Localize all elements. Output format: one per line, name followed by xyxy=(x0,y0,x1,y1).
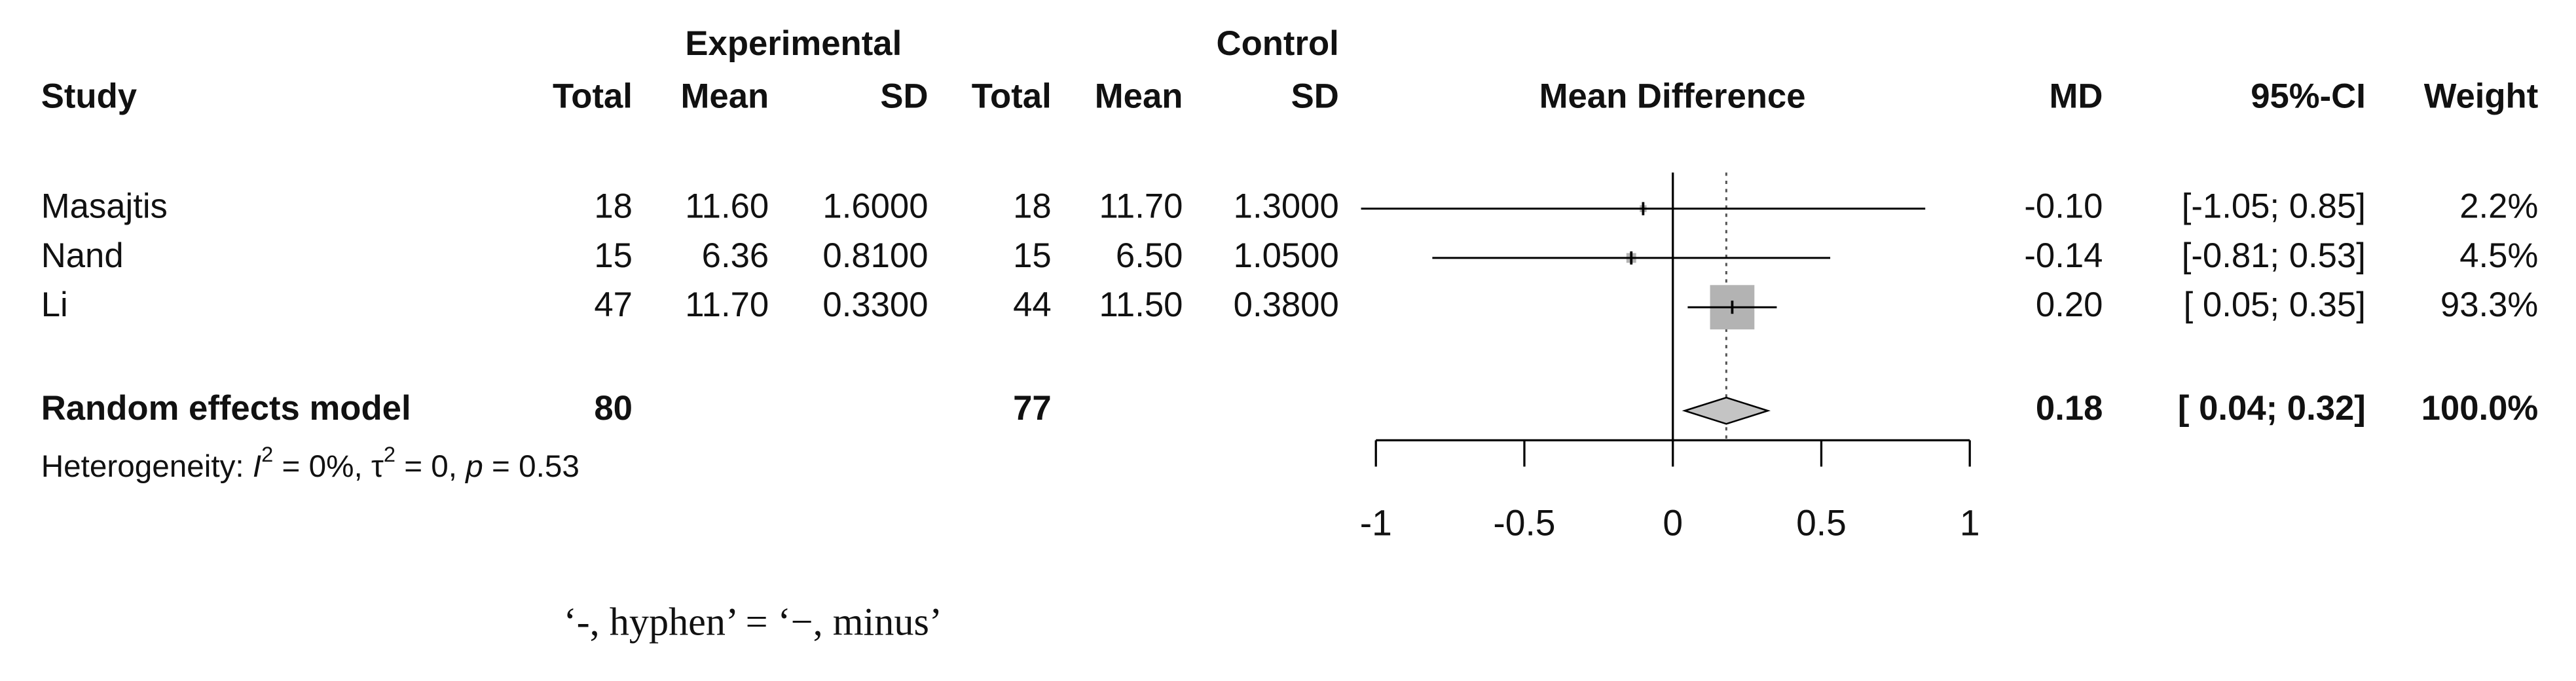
study-name: Li xyxy=(41,285,68,324)
table-cell: 0.3800 xyxy=(1234,285,1339,324)
table-cell: 1.3000 xyxy=(1234,187,1339,226)
study-name: Nand xyxy=(41,236,124,275)
column-header: Total xyxy=(972,77,1052,115)
ci-label: [-1.05; 0.85] xyxy=(2182,187,2366,226)
x-tick-label: 1 xyxy=(1960,502,1980,543)
column-header: Mean xyxy=(1095,77,1183,115)
heterogeneity-part: = 0, xyxy=(396,449,466,484)
column-header: Weight xyxy=(2424,77,2539,115)
table-cell: 15 xyxy=(594,236,633,275)
heterogeneity-part: p xyxy=(464,449,483,484)
weight-label: 2.2% xyxy=(2459,187,2538,226)
table-cell: 47 xyxy=(594,285,633,324)
column-header: 95%-CI xyxy=(2251,77,2366,115)
weight-label: 100.0% xyxy=(2421,389,2539,428)
pooled-name: Random effects model xyxy=(41,389,411,428)
weight-label: 4.5% xyxy=(2459,236,2538,275)
group-header: Experimental xyxy=(685,24,902,63)
md-label: 0.20 xyxy=(2036,285,2103,324)
column-header: MD xyxy=(2050,77,2103,115)
table-cell: 44 xyxy=(1013,285,1052,324)
table-cell: 15 xyxy=(1013,236,1052,275)
heterogeneity: Heterogeneity: I2 = 0%, τ2 = 0, p = 0.53 xyxy=(41,442,580,483)
table-cell: 11.70 xyxy=(685,285,769,324)
ci-label: [ 0.05; 0.35] xyxy=(2184,285,2366,324)
study-name: Masajtis xyxy=(41,187,168,226)
md-label: -0.10 xyxy=(2024,187,2103,226)
heterogeneity-part: 2 xyxy=(261,442,273,466)
x-tick-label: 0.5 xyxy=(1796,502,1847,543)
table-cell: 1.0500 xyxy=(1234,236,1339,275)
table-cell: 6.50 xyxy=(1116,236,1183,275)
ci-label: [ 0.04; 0.32] xyxy=(2178,389,2366,428)
table-cell: 80 xyxy=(594,389,633,428)
heterogeneity-part: = 0%, τ xyxy=(273,449,384,484)
table-cell: 0.3300 xyxy=(822,285,928,324)
heterogeneity-part: I xyxy=(253,449,261,484)
weight-label: 93.3% xyxy=(2440,285,2538,324)
column-header: SD xyxy=(880,77,928,115)
pooled-diamond xyxy=(1682,396,1771,425)
column-header: Mean Difference xyxy=(1539,77,1806,115)
table-cell: 18 xyxy=(594,187,633,226)
table-cell: 1.6000 xyxy=(822,187,928,226)
footnote: ‘-, hyphen’ = ‘−, minus’ xyxy=(564,600,942,644)
group-header: Control xyxy=(1217,24,1339,63)
column-header: Mean xyxy=(681,77,769,115)
table-cell: 11.70 xyxy=(1099,187,1183,226)
x-tick-label: -0.5 xyxy=(1493,502,1555,543)
heterogeneity-part: Heterogeneity: xyxy=(41,449,253,484)
table-cell: 11.50 xyxy=(1099,285,1183,324)
table-cell: 18 xyxy=(1013,187,1052,226)
md-label: -0.14 xyxy=(2024,236,2103,275)
column-header: Total xyxy=(553,77,633,115)
x-tick-label: -1 xyxy=(1360,502,1392,543)
table-cell: 11.60 xyxy=(685,187,769,226)
md-label: 0.18 xyxy=(2036,389,2103,428)
column-header: Study xyxy=(41,77,138,115)
ci-label: [-0.81; 0.53] xyxy=(2182,236,2366,275)
table-cell: 6.36 xyxy=(702,236,769,275)
column-header: SD xyxy=(1291,77,1339,115)
x-tick-label: 0 xyxy=(1663,502,1683,543)
table-cell: 0.8100 xyxy=(822,236,928,275)
table-cell: 77 xyxy=(1013,389,1052,428)
heterogeneity-part: = 0.53 xyxy=(483,449,580,484)
heterogeneity-part: 2 xyxy=(384,442,396,466)
